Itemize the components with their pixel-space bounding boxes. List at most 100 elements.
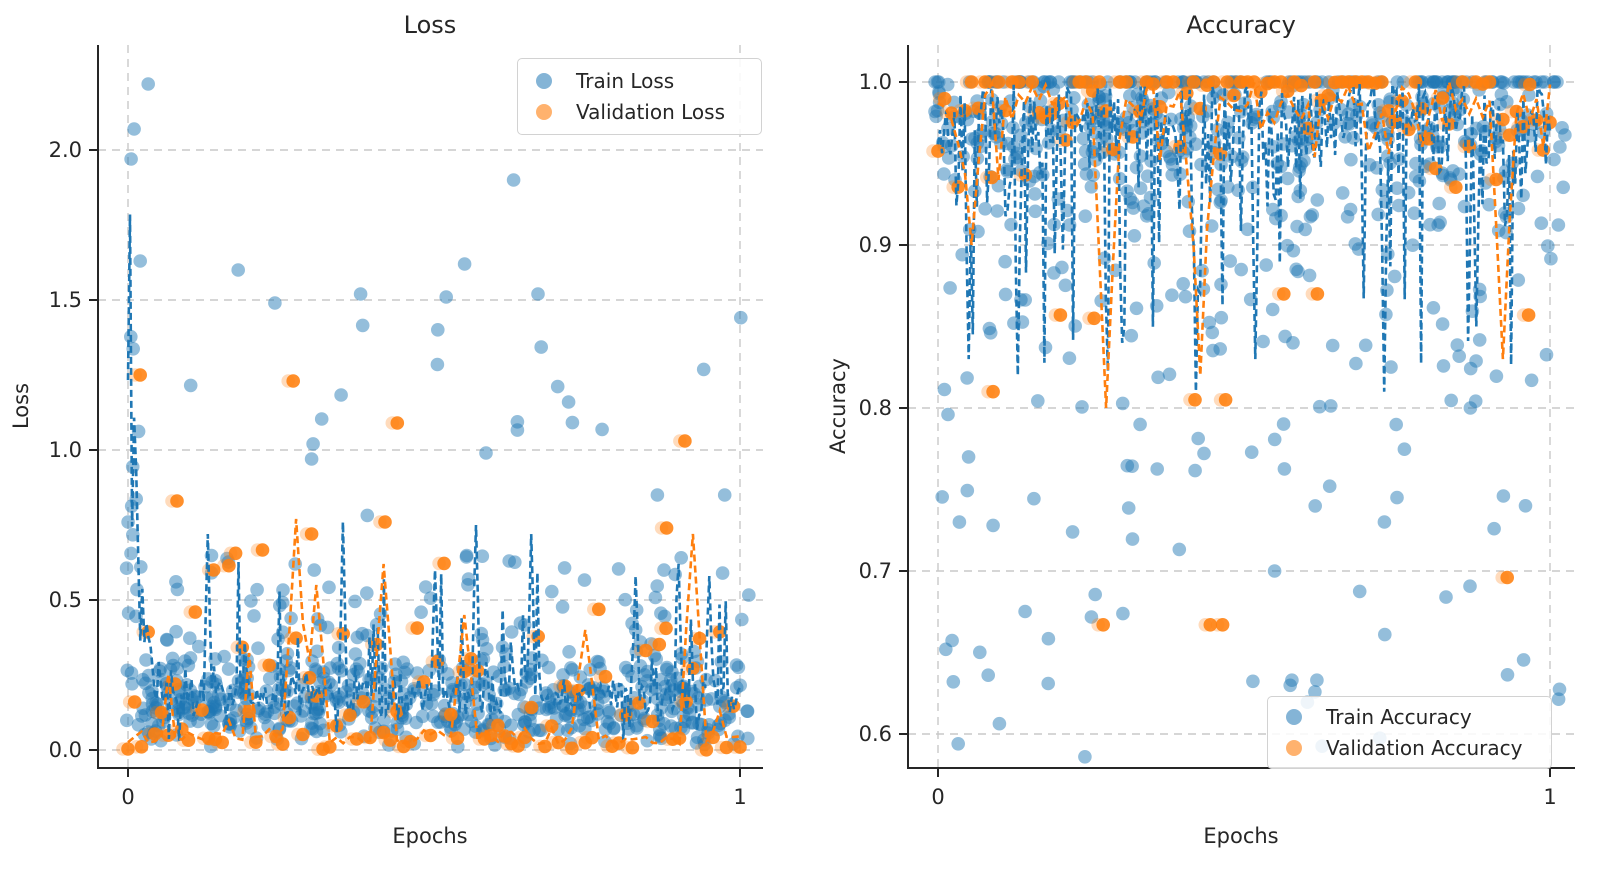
scatter-point [713,625,727,639]
scatter-point [941,151,956,165]
scatter-point [1325,338,1340,353]
loss-tick-labels: 0.0 0.5 1.0 1.5 2.0 0 1 [49,138,747,809]
scatter-point [355,318,370,333]
loss-axes [89,45,763,777]
scatter-point [1078,209,1093,223]
scatter-point [628,623,643,637]
scatter-point [1028,204,1043,219]
scatter-point [296,704,310,718]
scatter-point [564,661,578,675]
scatter-point [630,718,644,733]
scatter-point [1482,197,1496,212]
scatter-point [1234,262,1248,277]
scatter-point [654,606,668,620]
scatter-point [217,649,231,664]
scatter-point [258,707,272,721]
scatter-point [1429,75,1444,89]
scatter-point [659,621,673,636]
scatter-point [1052,75,1066,89]
scatter-point [682,707,697,722]
scatter-point [1206,91,1220,105]
scatter-point [215,735,229,750]
scatter-point [929,109,943,124]
scatter-point [577,573,592,587]
scatter-point [120,713,134,728]
scatter-point [517,715,532,729]
scatter-point [1523,77,1537,92]
scatter-point [557,561,572,575]
axis-spine [97,45,763,769]
scatter-point [343,708,357,722]
scatter-point [323,740,337,754]
scatter-point [170,494,184,508]
scatter-point [183,651,198,665]
scatter-point [1310,287,1325,301]
x-tick-label: 1 [733,785,746,809]
scatter-point [1203,618,1218,632]
scatter-point [1079,167,1094,181]
scatter-point [998,254,1012,269]
scatter-point [1432,196,1446,211]
scatter-point [1343,202,1358,217]
scatter-point [504,625,519,639]
scatter-point [205,690,219,704]
scatter-point [208,700,223,715]
scatter-point [674,551,688,565]
scatter-point [415,709,430,724]
scatter-point [508,555,522,569]
scatter-point [1452,167,1466,181]
scatter-point [1215,618,1230,632]
scatter-point [931,75,946,89]
scatter-point [1124,328,1139,343]
scatter-point [930,103,945,118]
scatter-point [1390,75,1405,89]
y-tick-label: 1.0 [859,70,892,94]
scatter-point [555,600,570,614]
scatter-point [733,678,747,693]
scatter-point [1120,458,1135,473]
scatter-point [1390,181,1404,195]
loss-subplot: 0.0 0.5 1.0 1.5 2.0 0 1 Loss Epochs Loss [9,11,763,848]
scatter-point [1129,301,1144,316]
scatter-point [1133,417,1147,432]
scatter-point [410,621,425,635]
scatter-point [945,633,959,648]
scatter-point [1045,107,1060,121]
trend-line [126,214,742,741]
scatter-point [706,730,720,745]
accuracy-ylabel: Accuracy [826,358,850,454]
scatter-point [1280,171,1295,186]
scatter-point [268,296,282,310]
scatter-point [310,702,324,717]
scatter-point [159,632,174,647]
scatter-point [486,665,501,679]
scatter-point [1450,338,1465,352]
scatter-point [304,452,319,466]
scatter-point [1240,222,1255,237]
scatter-point [450,731,465,745]
scatter-point [660,662,674,677]
scatter-point [964,75,979,89]
scatter-point [742,588,756,602]
scatter-point [928,104,942,119]
scatter-point [506,173,521,187]
scatter-point [1256,334,1270,349]
scatter-point [251,641,265,655]
scatter-point [121,742,135,756]
scatter-point [550,379,565,394]
scatter-point [403,734,418,749]
scatter-point [1352,584,1367,599]
scatter-point [267,706,282,721]
scatter-point [1375,75,1389,89]
scatter-point [475,549,490,563]
scatter-point [1489,172,1503,187]
scatter-point [228,546,243,561]
scatter-point [1463,579,1477,593]
scatter-point [1172,542,1187,557]
scatter-point [602,705,617,720]
y-tick-label: 0.8 [859,396,892,420]
scatter-point [1537,75,1552,89]
scatter-point [1225,149,1239,164]
scatter-point [1276,417,1291,431]
accuracy-tick-labels: 0.6 0.7 0.8 0.9 1.0 0 1 [859,70,1557,809]
